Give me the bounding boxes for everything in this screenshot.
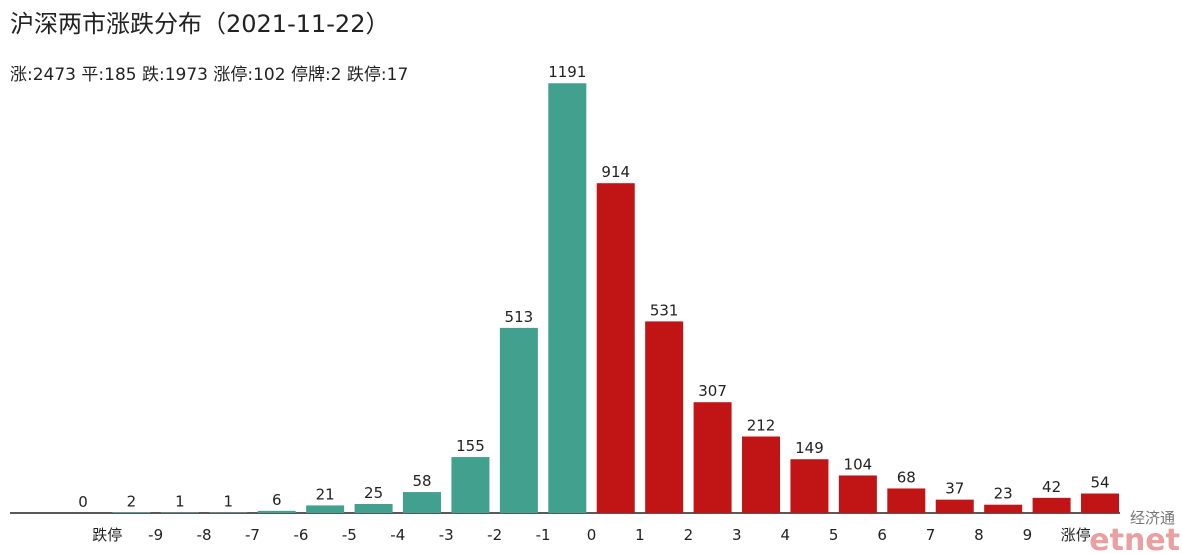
data-label: 0 — [78, 493, 88, 511]
bar — [790, 459, 829, 513]
bar — [548, 83, 587, 513]
x-tick-label: 5 — [829, 526, 839, 544]
x-tick-label: 9 — [1023, 526, 1033, 544]
bar — [403, 492, 442, 513]
x-tick-label: 3 — [732, 526, 742, 544]
bar — [838, 475, 877, 513]
x-tick-label: -2 — [487, 526, 502, 544]
data-label: 2 — [127, 492, 137, 510]
data-label: 1191 — [548, 63, 586, 81]
x-tick-label: 0 — [587, 526, 597, 544]
bar — [693, 402, 732, 513]
data-label: 37 — [945, 480, 964, 498]
data-label: 212 — [747, 417, 776, 435]
x-tick-label: -6 — [293, 526, 308, 544]
x-tick-label: 8 — [974, 526, 984, 544]
data-label: 54 — [1090, 474, 1109, 492]
bar — [112, 512, 151, 513]
x-tick-label: 涨停 — [1061, 526, 1091, 544]
bar — [1081, 493, 1120, 513]
x-tick-label: 1 — [635, 526, 645, 544]
x-tick-label: 2 — [684, 526, 694, 544]
x-tick-label: 4 — [780, 526, 790, 544]
x-tick-label: -1 — [536, 526, 551, 544]
data-label: 104 — [844, 455, 873, 473]
data-label: 23 — [994, 485, 1013, 503]
bar — [645, 321, 684, 513]
bar — [984, 504, 1023, 513]
bar — [887, 488, 926, 513]
x-tick-label: -8 — [197, 526, 212, 544]
x-tick-label: -7 — [245, 526, 260, 544]
watermark: etnet — [1089, 523, 1180, 553]
x-tick-label: -4 — [390, 526, 405, 544]
data-label: 68 — [897, 468, 916, 486]
data-label: 6 — [272, 491, 282, 509]
bar — [935, 499, 974, 513]
chart-subtitle: 涨:2473 平:185 跌:1973 涨停:102 停牌:2 跌停:17 — [10, 65, 408, 85]
bar — [596, 183, 635, 513]
bar — [742, 436, 781, 513]
x-tick-label: -3 — [439, 526, 454, 544]
bar — [499, 327, 538, 513]
x-tick-label: -9 — [148, 526, 163, 544]
chart-title: 沪深两市涨跌分布（2021-11-22） — [10, 10, 389, 38]
bar — [354, 503, 393, 513]
data-label: 914 — [601, 163, 630, 181]
x-tick-label: 跌停 — [92, 526, 122, 544]
data-label: 149 — [795, 439, 824, 457]
bar — [306, 505, 345, 513]
x-tick-label: -5 — [342, 526, 357, 544]
x-tick-label: 7 — [926, 526, 936, 544]
data-label: 155 — [456, 437, 485, 455]
x-tick-label: 6 — [877, 526, 887, 544]
watermark: 经济通 — [1130, 509, 1175, 527]
data-label: 1 — [224, 493, 234, 511]
bar — [257, 510, 296, 513]
data-label: 1 — [175, 493, 185, 511]
bar — [451, 457, 490, 513]
data-label: 42 — [1042, 478, 1061, 496]
data-label: 58 — [412, 472, 431, 490]
data-label: 25 — [364, 484, 383, 502]
data-label: 531 — [650, 301, 679, 319]
bar — [1032, 497, 1071, 513]
data-label: 513 — [505, 308, 534, 326]
data-label: 21 — [316, 485, 335, 503]
data-label: 307 — [698, 382, 727, 400]
